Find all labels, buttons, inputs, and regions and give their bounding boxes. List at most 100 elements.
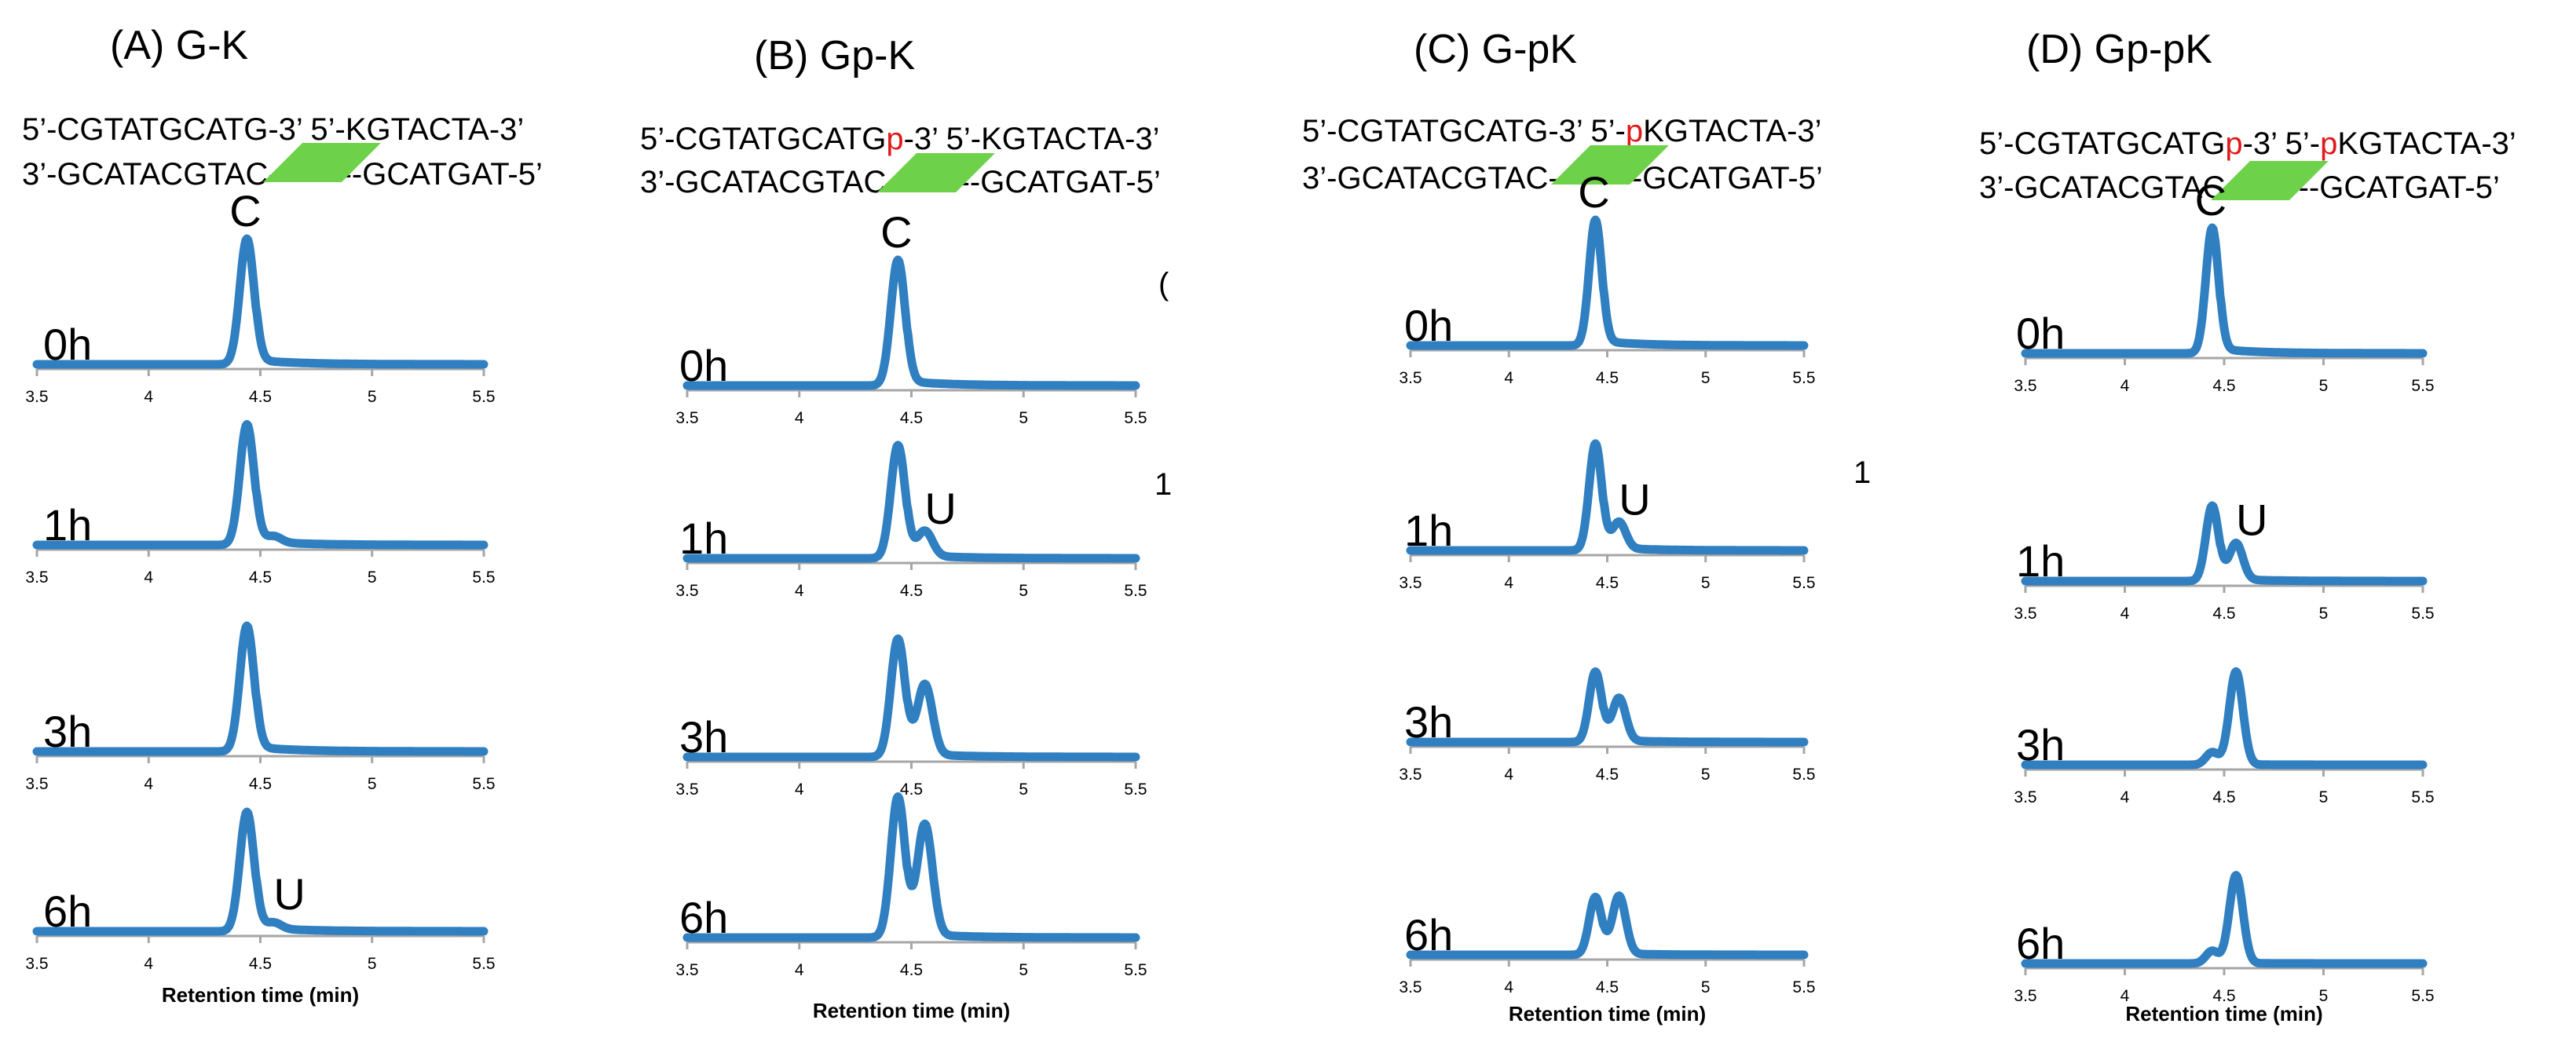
x-tick-label: 4.5 — [900, 409, 923, 427]
x-tick-label: 5.5 — [2411, 377, 2434, 395]
x-tick-label: 5.5 — [1124, 409, 1147, 427]
chromatogram-trace — [1406, 215, 1809, 350]
x-tick-label: 5 — [2319, 788, 2329, 806]
x-tick-label: 3.5 — [25, 569, 48, 587]
sequence-segment: -3’ 5’-KGTACTA-3’ — [904, 122, 1160, 156]
chromatogram-trace — [2021, 223, 2428, 358]
x-tick-label: 5 — [1701, 574, 1711, 592]
sequence-segment: -3’ 5’- — [2243, 126, 2321, 161]
sequence-segment: KGTACTA-3’ — [2337, 126, 2516, 161]
time-label: 3h — [2016, 720, 2065, 770]
x-tick-label: 3.5 — [1399, 369, 1422, 387]
x-tick-label: 3.5 — [2014, 788, 2036, 806]
x-tick-label: 5.5 — [1792, 369, 1815, 387]
chromatogram-trace — [2021, 667, 2428, 770]
x-tick-label: 5 — [368, 388, 377, 406]
time-label: 6h — [43, 887, 92, 936]
ligation-marker — [877, 153, 995, 192]
panel-title: (D) Gp-pK — [2026, 27, 2212, 72]
x-tick-label: 4 — [2120, 605, 2130, 623]
x-tick-label: 5 — [1019, 961, 1028, 979]
x-tick-label: 3.5 — [2014, 377, 2036, 395]
time-label: 6h — [2016, 919, 2065, 968]
x-tick-label: 4.5 — [2212, 987, 2235, 1005]
x-tick-label: 4 — [2120, 377, 2130, 395]
x-tick-label: 3.5 — [2014, 605, 2036, 623]
phosphate-mark: p — [2320, 126, 2337, 161]
x-tick-label: 5.5 — [472, 388, 495, 406]
chromatogram-trace — [682, 255, 1140, 390]
x-tick-label: 4 — [1504, 574, 1513, 592]
time-label: 0h — [679, 341, 728, 390]
x-tick-label: 4.5 — [249, 955, 272, 973]
peak-label-u: U — [2236, 495, 2267, 545]
phosphate-mark: p — [1626, 114, 1643, 148]
time-label: 1h — [679, 514, 728, 563]
x-tick-label: 5 — [2319, 605, 2329, 623]
chromatogram-trace — [2021, 871, 2428, 968]
x-tick-label: 5.5 — [2411, 605, 2434, 623]
x-tick-label: 4 — [144, 569, 153, 587]
time-label: 1h — [43, 500, 92, 550]
x-tick-label: 4.5 — [1596, 369, 1619, 387]
x-tick-label: 5.5 — [2411, 987, 2434, 1005]
sequence-segment: 5’-CGTATGCATG — [1979, 126, 2225, 161]
panel-title: (A) G-K — [110, 23, 249, 68]
stray-glyph: 1 — [1154, 467, 1172, 502]
x-tick-label: 5 — [1019, 582, 1028, 600]
time-label: 0h — [43, 320, 92, 369]
x-tick-label: 4.5 — [1596, 766, 1619, 784]
peak-label-u: U — [924, 484, 956, 533]
peak-label-c: C — [2195, 175, 2227, 225]
x-tick-label: 4.5 — [249, 388, 272, 406]
chromatogram-trace — [32, 419, 488, 550]
x-tick-label: 5 — [368, 569, 377, 587]
phosphate-mark: p — [886, 122, 903, 156]
time-label: 6h — [679, 893, 728, 942]
x-tick-label: 5.5 — [1792, 766, 1815, 784]
chromatogram-trace — [1406, 439, 1809, 555]
x-tick-label: 3.5 — [1399, 574, 1422, 592]
peak-label-u: U — [1619, 474, 1650, 524]
ligation-marker — [1551, 145, 1669, 185]
sequence-segment: KGTACTA-3’ — [1643, 114, 1821, 148]
x-tick-label: 4 — [144, 955, 153, 973]
time-label: 3h — [43, 707, 92, 756]
x-tick-label: 3.5 — [675, 781, 698, 799]
time-label: 3h — [679, 712, 728, 762]
chromatogram-trace — [32, 621, 488, 756]
sequence-segment: 5’-CGTATGCATG-3’ 5’- — [1302, 114, 1626, 148]
x-tick-label: 4 — [795, 409, 804, 427]
x-tick-label: 4.5 — [2212, 377, 2235, 395]
x-tick-label: 4.5 — [900, 781, 923, 799]
x-tick-label: 4.5 — [2212, 605, 2235, 623]
x-axis-title: Retention time (min) — [2125, 1002, 2322, 1026]
x-tick-label: 3.5 — [675, 961, 698, 979]
time-label: 3h — [1404, 697, 1453, 747]
x-tick-label: 4 — [1504, 369, 1513, 387]
chromatogram-trace — [2021, 501, 2428, 586]
x-tick-label: 4.5 — [2212, 788, 2235, 806]
x-axis-title: Retention time (min) — [1509, 1002, 1706, 1026]
sequence-segment: 5’-CGTATGCATG-3’ 5’-KGTACTA-3’ — [22, 112, 524, 147]
ligation-marker — [263, 143, 381, 182]
x-tick-label: 5 — [1701, 766, 1711, 784]
x-tick-label: 5 — [1701, 369, 1711, 387]
x-tick-label: 5 — [1019, 781, 1028, 799]
x-tick-label: 5.5 — [472, 775, 495, 793]
x-tick-label: 4.5 — [1596, 574, 1619, 592]
chromatogram-trace — [32, 807, 488, 936]
x-tick-label: 3.5 — [1399, 766, 1422, 784]
x-tick-label: 5.5 — [472, 955, 495, 973]
x-tick-label: 4 — [144, 775, 153, 793]
panel-title: (B) Gp-K — [754, 33, 915, 79]
x-tick-label: 5 — [2319, 987, 2329, 1005]
x-tick-label: 4 — [795, 582, 804, 600]
x-axis-title: Retention time (min) — [162, 983, 359, 1007]
x-tick-label: 4.5 — [1596, 978, 1619, 996]
chromatogram-trace — [1406, 891, 1809, 960]
peak-label-u: U — [273, 869, 305, 919]
peak-label-c: C — [880, 207, 912, 257]
x-tick-label: 5.5 — [1124, 582, 1147, 600]
